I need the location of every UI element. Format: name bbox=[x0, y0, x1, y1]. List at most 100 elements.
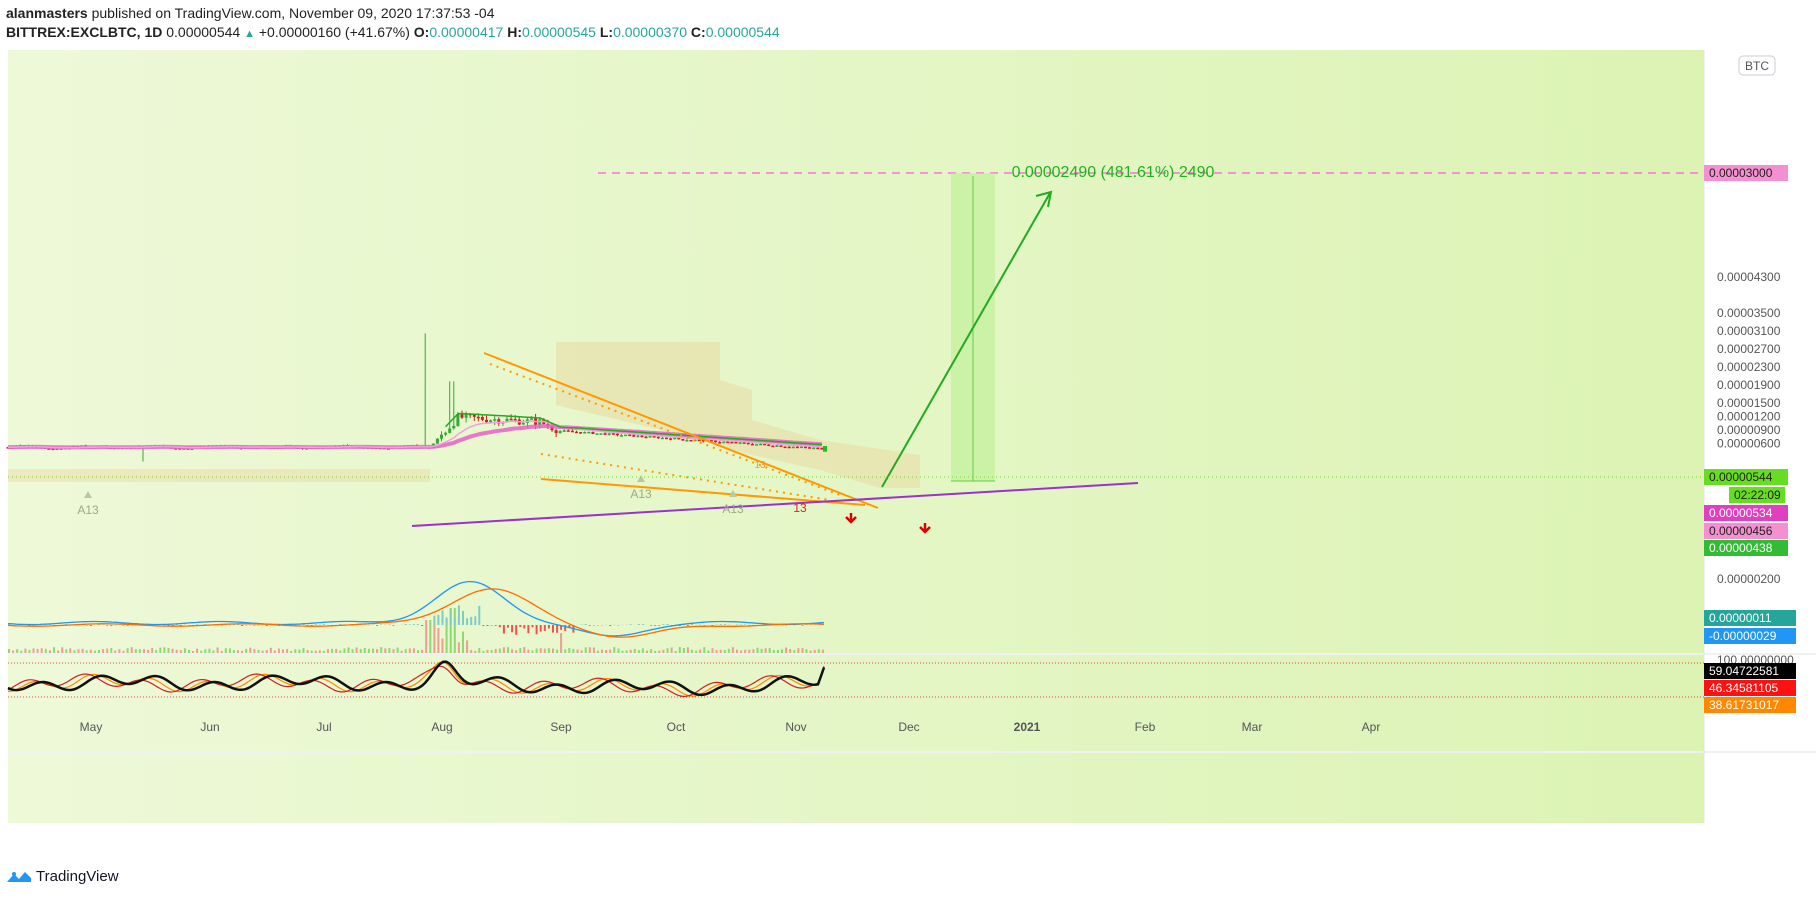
volume-bar bbox=[12, 650, 15, 653]
rsi-label-text: 38.61731017 bbox=[1709, 698, 1779, 712]
candle-body bbox=[464, 413, 468, 418]
candle-body bbox=[566, 430, 570, 432]
volume-bar bbox=[621, 650, 624, 653]
macd-histogram-bar bbox=[175, 624, 178, 625]
candle-body bbox=[779, 445, 783, 447]
volume-bar bbox=[789, 649, 792, 653]
volume-bar bbox=[662, 649, 665, 653]
volume-bar bbox=[748, 649, 751, 653]
volume-bar bbox=[130, 647, 133, 653]
volume-bar bbox=[772, 650, 775, 653]
candle-body bbox=[656, 436, 660, 439]
volume-bar bbox=[727, 648, 730, 653]
volume-bar bbox=[486, 649, 489, 653]
currency-badge[interactable] bbox=[1738, 55, 1776, 76]
baseline-indicator bbox=[445, 412, 822, 446]
volume-bar bbox=[453, 608, 456, 653]
candle-body bbox=[460, 414, 464, 418]
macd-histogram-bar bbox=[650, 625, 653, 626]
macd-histogram-bar bbox=[678, 625, 681, 626]
candle-body bbox=[51, 448, 55, 451]
price-axis-tick: 0.00004300 bbox=[1717, 270, 1781, 284]
volume-bar bbox=[490, 650, 493, 653]
volume-bar bbox=[560, 633, 563, 653]
volume-bar bbox=[597, 650, 599, 653]
volume-bar bbox=[93, 650, 96, 653]
macd-histogram-bar bbox=[478, 605, 481, 625]
volume-bar bbox=[588, 647, 591, 653]
candle-body bbox=[775, 445, 779, 447]
volume-bar bbox=[241, 650, 244, 653]
macd-histogram-bar bbox=[527, 625, 530, 634]
candle-body bbox=[595, 433, 599, 435]
volume-bar bbox=[670, 647, 673, 653]
macd-histogram-bar bbox=[106, 625, 109, 626]
macd-histogram-bar bbox=[253, 625, 256, 626]
candle-body bbox=[497, 419, 501, 424]
volume-bar bbox=[482, 650, 485, 653]
volume-bar bbox=[744, 649, 747, 653]
rsi-pane[interactable] bbox=[8, 753, 1704, 823]
price-label-text: 0.00000534 bbox=[1709, 506, 1773, 520]
candle-body bbox=[726, 441, 730, 444]
volume-bar bbox=[449, 608, 452, 653]
volume-bar bbox=[175, 649, 178, 653]
volume-bar bbox=[539, 648, 542, 653]
candle-body bbox=[734, 442, 738, 444]
candle-body bbox=[783, 446, 787, 449]
price-axis-tick: 0.00001200 bbox=[1717, 410, 1781, 424]
time-axis-label: Sep bbox=[550, 720, 572, 734]
volume-bar bbox=[171, 648, 174, 653]
last-candle bbox=[823, 446, 827, 452]
candle-body bbox=[640, 435, 644, 438]
volume-bar bbox=[535, 648, 538, 653]
macd-histogram-bar bbox=[314, 624, 317, 625]
volume-bar bbox=[584, 647, 587, 653]
candle-body bbox=[591, 431, 595, 434]
volume-bar bbox=[678, 647, 681, 653]
volume-bar bbox=[339, 650, 342, 653]
time-axis-label: Nov bbox=[785, 720, 806, 734]
author-name[interactable]: alanmasters bbox=[6, 5, 88, 21]
volume-bar bbox=[196, 648, 199, 653]
volume-bar bbox=[703, 647, 706, 653]
main-pane[interactable] bbox=[8, 50, 1704, 653]
macd-histogram-bar bbox=[502, 625, 505, 634]
volume-bar bbox=[8, 649, 10, 653]
volume-bar bbox=[408, 648, 411, 653]
macd-pane[interactable] bbox=[8, 655, 1704, 751]
candle-body bbox=[505, 418, 509, 422]
volume-bar bbox=[318, 650, 321, 653]
volume-bar bbox=[731, 647, 734, 653]
high-label: H: bbox=[507, 24, 522, 40]
volume-bar bbox=[122, 650, 125, 653]
volume-bar bbox=[752, 649, 755, 653]
macd-histogram-bar bbox=[552, 625, 554, 633]
countdown-annotation: 13 bbox=[793, 501, 807, 515]
macd-histogram-bar bbox=[417, 624, 419, 625]
macd-histogram-bar bbox=[404, 624, 407, 625]
tradingview-logo[interactable]: TradingView bbox=[6, 868, 119, 885]
macd-histogram-bar bbox=[89, 625, 92, 626]
setup-annotation: A13 bbox=[77, 503, 99, 517]
volume-bar bbox=[392, 649, 395, 653]
volume-bar bbox=[40, 648, 43, 653]
volume-bar bbox=[531, 650, 534, 653]
volume-bar bbox=[617, 648, 620, 653]
macd-histogram-bar bbox=[486, 625, 489, 626]
volume-bar bbox=[686, 647, 689, 653]
macd-histogram-bar bbox=[609, 625, 612, 626]
candle-body bbox=[701, 439, 705, 442]
time-axis-label: Mar bbox=[1242, 720, 1263, 734]
chart-header: alanmasters published on TradingView.com… bbox=[0, 0, 1816, 50]
price-label-tag bbox=[1704, 469, 1788, 485]
low-value: 0.00000370 bbox=[613, 24, 688, 40]
volume-bar bbox=[580, 650, 583, 653]
volume-bar bbox=[89, 649, 92, 653]
macd-histogram-bar bbox=[515, 625, 518, 635]
candle-body bbox=[759, 443, 763, 446]
volume-bar bbox=[404, 649, 407, 653]
symbol-label[interactable]: BITTREX:EXCLBTC, 1D bbox=[6, 24, 163, 40]
price-axis-tick: 0.00001900 bbox=[1717, 378, 1781, 392]
